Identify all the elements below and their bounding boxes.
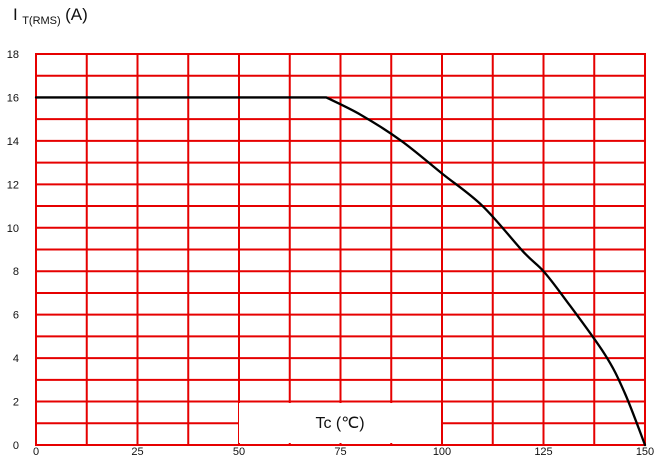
grid-layer (35, 53, 646, 446)
x-tick-label-1: 25 (131, 446, 143, 458)
series-layer (34, 96, 647, 447)
y-axis-label-suffix: (A) (65, 5, 88, 24)
x-tick-label-5: 125 (534, 446, 552, 458)
y-tick-label-2: 4 (13, 353, 19, 365)
series-line (34, 96, 647, 447)
x-tick-label-3: 75 (334, 446, 346, 458)
x-axis-label: Tc (℃) (315, 415, 364, 432)
x-axis-label-background (239, 403, 441, 443)
y-tick-label-8: 16 (7, 92, 19, 104)
y-tick-label-4: 8 (13, 266, 19, 278)
y-tick-label-9: 18 (7, 49, 19, 61)
tick-label-layer: 0 25 50 75 100 125 150 0 2 4 6 8 10 12 14 16 18 (7, 49, 654, 458)
y-tick-label-7: 14 (7, 136, 19, 148)
y-axis-label: I T(RMS) (A) (13, 5, 88, 28)
x-tick-label-0: 0 (33, 446, 39, 458)
x-tick-label-2: 50 (233, 446, 245, 458)
y-tick-label-3: 6 (13, 310, 19, 322)
x-tick-label-6: 150 (636, 446, 654, 458)
y-tick-label-5: 10 (7, 223, 19, 235)
y-tick-label-1: 2 (13, 397, 19, 409)
y-tick-label-6: 12 (7, 179, 19, 191)
x-tick-label-4: 100 (433, 446, 451, 458)
y-axis-label-main: I (13, 5, 18, 24)
y-tick-label-0: 0 (13, 440, 19, 452)
y-axis-label-subscript: T(RMS) (22, 15, 61, 27)
